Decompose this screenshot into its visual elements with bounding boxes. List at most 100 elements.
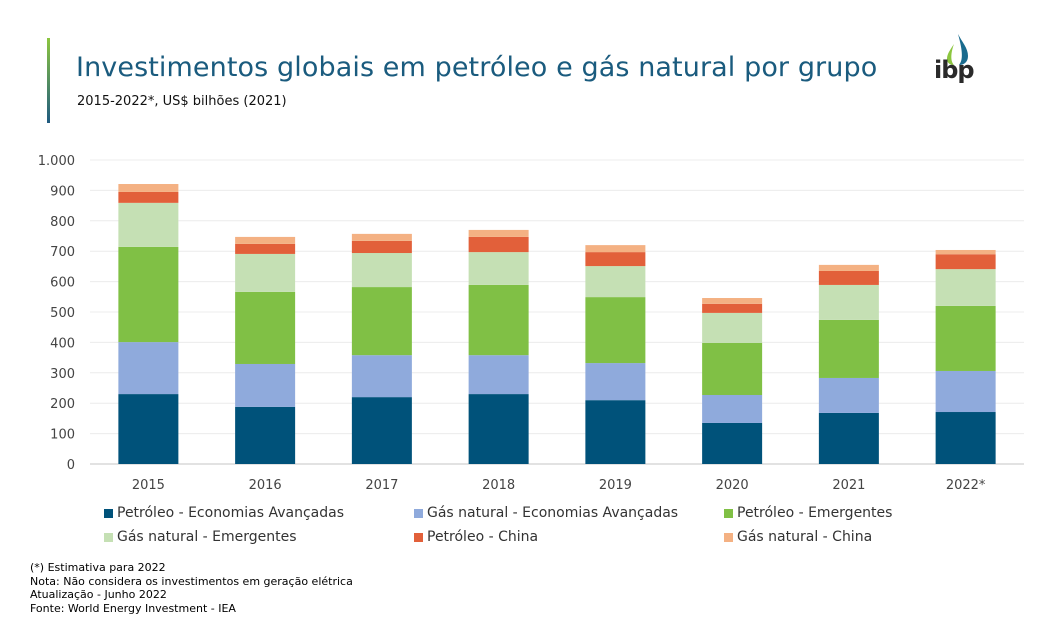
chart-title: Investimentos globais em petróleo e gás … (76, 52, 878, 83)
y-tick-label: 900 (50, 184, 75, 199)
x-tick-label: 2018 (482, 478, 515, 493)
bar-segment (235, 236, 296, 244)
y-axis-ticks: 0 100 200 300 400 500 600 700 800 900 1.000 (38, 154, 75, 473)
legend-item: Gás natural - China (724, 529, 872, 545)
legend-label: Gás natural - Emergentes (117, 529, 297, 545)
logo-text: ibp (934, 56, 975, 84)
legend-label: Petróleo - Emergentes (737, 505, 893, 521)
y-tick-label: 0 (67, 458, 75, 473)
bar-segment (235, 406, 296, 464)
bar-segment (118, 202, 179, 247)
y-tick-label: 1.000 (38, 154, 75, 169)
bar-segment (935, 269, 996, 306)
x-tick-label: 2019 (599, 478, 632, 493)
bar-segment (818, 270, 879, 285)
bar-segment (585, 245, 646, 253)
legend-item: Petróleo - Economias Avançadas (104, 505, 344, 521)
y-tick-label: 500 (50, 306, 75, 321)
bar-segment (235, 253, 296, 292)
drop-icon (947, 34, 968, 65)
bar-segment (351, 253, 412, 288)
bar-segment (351, 355, 412, 398)
note-estimate: (*) Estimativa para 2022 (30, 561, 166, 574)
legend-label: Petróleo - China (427, 529, 539, 545)
bar-segment (468, 252, 529, 285)
legend-item: Petróleo - Emergentes (724, 505, 892, 521)
bar-segment (702, 394, 763, 423)
bar-segment (702, 312, 763, 344)
bar-segment (818, 319, 879, 378)
bar-segment (935, 305, 996, 371)
y-tick-label: 200 (50, 397, 75, 412)
bar-segment (118, 191, 179, 203)
note-update: Atualização - Junho 2022 (30, 588, 167, 601)
x-axis-ticks: 2015 2016 2017 2018 2019 2020 2021 2022* (132, 478, 986, 493)
legend-item: Gás natural - Economias Avançadas (414, 505, 678, 521)
bar-segment (818, 264, 879, 271)
note-power: Nota: Não considera os investimentos em … (30, 574, 353, 588)
legend-label: Gás natural - China (737, 529, 873, 545)
y-tick-label: 800 (50, 215, 75, 230)
y-tick-label: 100 (50, 428, 75, 443)
legend-item: Petróleo - China (414, 529, 538, 545)
bar-segment (351, 233, 412, 241)
bar-segment (118, 246, 179, 343)
bar-segment (585, 400, 646, 464)
bar-segment (585, 297, 646, 364)
legend-swatch (104, 532, 113, 542)
bar-segment (468, 355, 529, 395)
bars (118, 184, 996, 464)
bar-segment (468, 229, 529, 237)
bar-segment (818, 284, 879, 320)
bar-segment (935, 249, 996, 255)
legend-label: Petróleo - Economias Avançadas (117, 505, 345, 521)
title-accent-bar (47, 38, 50, 123)
legend-swatch (414, 508, 423, 518)
chart-subtitle: 2015-2022*, US$ bilhões (2021) (77, 94, 287, 109)
bar-segment (585, 266, 646, 298)
note-source: Fonte: World Energy Investment - IEA (30, 601, 236, 615)
x-tick-label: 2017 (365, 478, 398, 493)
bar-segment (702, 422, 763, 464)
bar-segment (702, 298, 763, 304)
bar-segment (235, 243, 296, 254)
bar-segment (702, 343, 763, 395)
y-tick-label: 400 (50, 336, 75, 351)
bar-segment (818, 412, 879, 464)
x-tick-label: 2021 (832, 478, 865, 493)
legend-label: Gás natural - Economias Avançadas (427, 505, 679, 521)
bar-segment (935, 254, 996, 270)
legend-swatch (104, 508, 113, 518)
bar-segment (118, 342, 179, 395)
bar-segment (468, 394, 529, 464)
bar-segment (585, 363, 646, 401)
bar-segment (351, 240, 412, 254)
bar-segment (935, 370, 996, 413)
legend-swatch (724, 508, 733, 518)
x-tick-label: 2022* (946, 478, 986, 493)
y-tick-label: 700 (50, 245, 75, 260)
x-tick-label: 2020 (716, 478, 749, 493)
bar-segment (818, 377, 879, 413)
bar-segment (468, 284, 529, 356)
y-tick-label: 300 (50, 367, 75, 382)
bar-segment (235, 363, 296, 407)
bar-segment (351, 397, 412, 464)
x-tick-label: 2016 (249, 478, 282, 493)
bar-segment (935, 412, 996, 464)
gridlines (90, 159, 1024, 465)
x-tick-label: 2015 (132, 478, 165, 493)
bar-segment (351, 287, 412, 356)
bar-segment (468, 236, 529, 253)
footnotes: (*) Estimativa para 2022 Nota: Não consi… (30, 561, 353, 615)
bar-segment (585, 252, 646, 267)
y-tick-label: 600 (50, 276, 75, 291)
bar-segment (118, 394, 179, 464)
legend-swatch (414, 532, 423, 542)
legend-item: Gás natural - Emergentes (104, 529, 297, 545)
bar-segment (118, 184, 179, 192)
bar-segment (702, 303, 763, 313)
legend-swatch (724, 532, 733, 542)
bar-segment (235, 291, 296, 364)
